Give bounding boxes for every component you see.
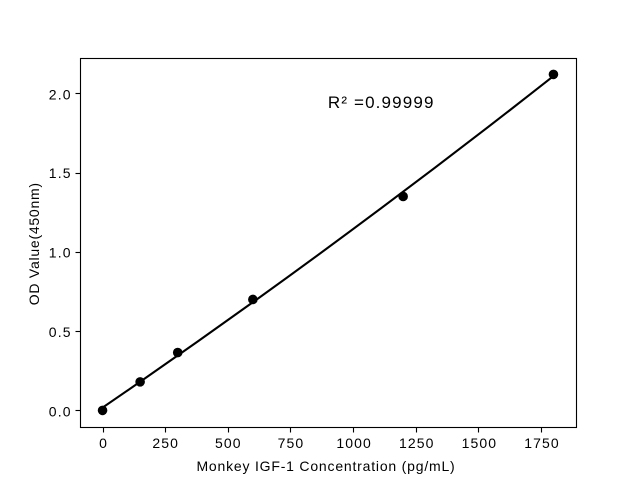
svg-text:0: 0 bbox=[99, 435, 108, 451]
svg-text:R² =0.99999: R² =0.99999 bbox=[328, 93, 435, 112]
svg-text:Monkey IGF-1 Concentration (pg: Monkey IGF-1 Concentration (pg/mL) bbox=[196, 458, 455, 474]
svg-text:OD Value(450nm): OD Value(450nm) bbox=[26, 182, 42, 305]
svg-text:1250: 1250 bbox=[399, 435, 435, 451]
svg-text:1000: 1000 bbox=[336, 435, 372, 451]
svg-text:250: 250 bbox=[152, 435, 179, 451]
svg-text:750: 750 bbox=[278, 435, 305, 451]
svg-text:0.0: 0.0 bbox=[49, 403, 72, 419]
svg-text:1500: 1500 bbox=[462, 435, 498, 451]
svg-text:2.0: 2.0 bbox=[49, 86, 72, 102]
svg-text:1.0: 1.0 bbox=[49, 244, 72, 260]
svg-text:1750: 1750 bbox=[524, 435, 560, 451]
svg-text:1.5: 1.5 bbox=[49, 165, 72, 181]
svg-text:0.5: 0.5 bbox=[49, 324, 72, 340]
svg-text:500: 500 bbox=[215, 435, 242, 451]
